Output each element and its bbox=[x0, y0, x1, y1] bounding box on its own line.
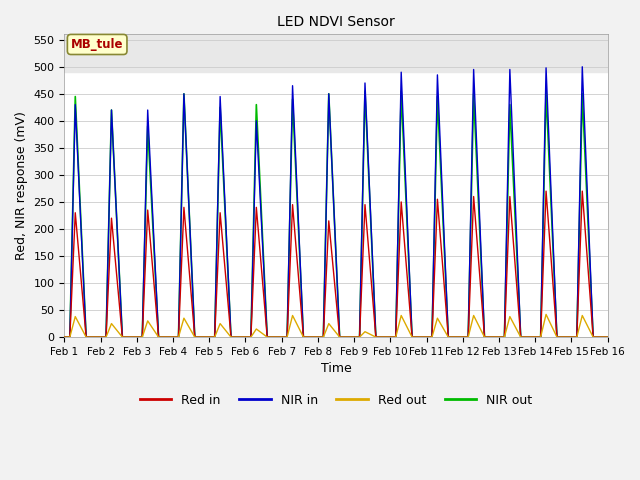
Text: MB_tule: MB_tule bbox=[71, 38, 124, 51]
Y-axis label: Red, NIR response (mV): Red, NIR response (mV) bbox=[15, 111, 28, 260]
X-axis label: Time: Time bbox=[321, 362, 351, 375]
Title: LED NDVI Sensor: LED NDVI Sensor bbox=[277, 15, 395, 29]
Legend: Red in, NIR in, Red out, NIR out: Red in, NIR in, Red out, NIR out bbox=[135, 389, 537, 412]
Bar bbox=[65, 35, 607, 72]
